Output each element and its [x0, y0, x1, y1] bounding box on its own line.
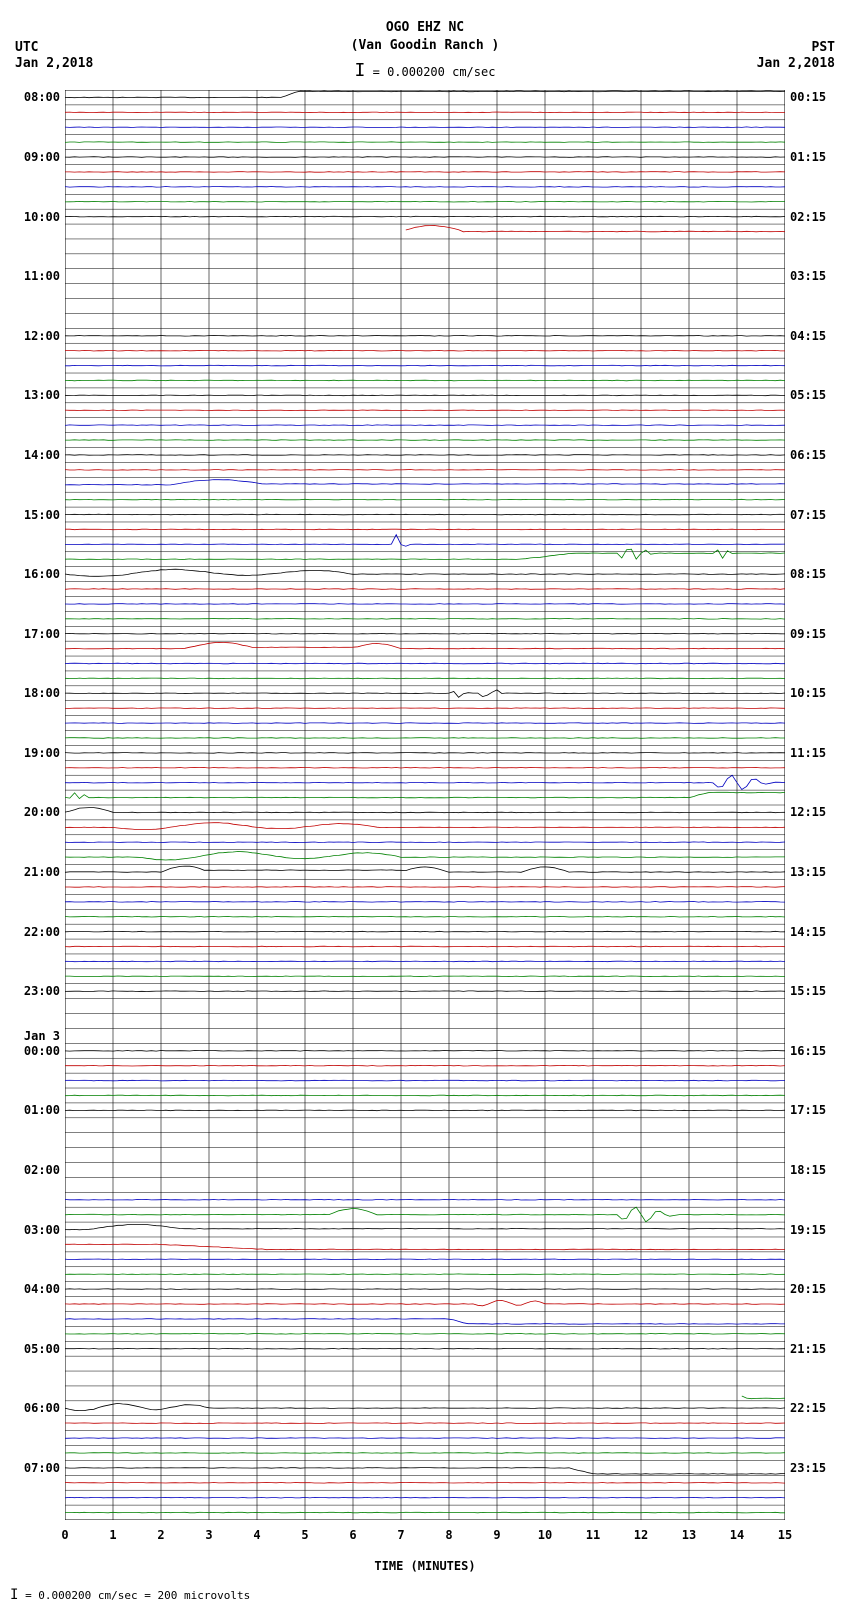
time-label: 12:15 [790, 805, 826, 819]
time-label: 12:00 [24, 329, 60, 343]
time-label: 15:15 [790, 984, 826, 998]
time-label: 02:15 [790, 210, 826, 224]
time-label: 09:15 [790, 627, 826, 641]
x-tick: 2 [157, 1528, 164, 1542]
footer-scale: I = 0.000200 cm/sec = 200 microvolts [10, 1587, 250, 1603]
time-label: 20:00 [24, 805, 60, 819]
time-label: 07:15 [790, 508, 826, 522]
x-tick: 8 [445, 1528, 452, 1542]
time-label: 07:00 [24, 1461, 60, 1475]
time-label: 00:15 [790, 90, 826, 104]
time-label: 17:00 [24, 627, 60, 641]
x-tick: 9 [493, 1528, 500, 1542]
time-label: 03:00 [24, 1223, 60, 1237]
station-title: OGO EHZ NC [0, 20, 850, 35]
time-label: 00:00 [24, 1044, 60, 1058]
time-label: 04:15 [790, 329, 826, 343]
x-tick: 13 [682, 1528, 696, 1542]
time-label: 01:00 [24, 1103, 60, 1117]
date-left-label: Jan 2,2018 [15, 56, 93, 71]
time-label: 09:00 [24, 150, 60, 164]
time-label: 01:15 [790, 150, 826, 164]
time-label: 10:15 [790, 686, 826, 700]
time-label: 21:15 [790, 1342, 826, 1356]
time-label: 05:00 [24, 1342, 60, 1356]
date-right-label: Jan 2,2018 [757, 56, 835, 71]
time-label: 23:00 [24, 984, 60, 998]
time-label: 03:15 [790, 269, 826, 283]
scale-note: I = 0.000200 cm/sec [0, 60, 850, 81]
x-tick: 0 [61, 1528, 68, 1542]
seismogram-chart [65, 90, 785, 1520]
x-tick: 11 [586, 1528, 600, 1542]
time-label: 11:00 [24, 269, 60, 283]
time-label: 13:15 [790, 865, 826, 879]
tz-left-label: UTC [15, 40, 38, 55]
x-tick: 1 [109, 1528, 116, 1542]
time-label: 20:15 [790, 1282, 826, 1296]
time-label: 08:00 [24, 90, 60, 104]
x-tick: 4 [253, 1528, 260, 1542]
x-tick: 6 [349, 1528, 356, 1542]
x-tick: 15 [778, 1528, 792, 1542]
x-axis: 0123456789101112131415 [65, 1528, 785, 1558]
x-axis-label: TIME (MINUTES) [0, 1559, 850, 1573]
x-tick: 3 [205, 1528, 212, 1542]
time-label: 18:00 [24, 686, 60, 700]
time-label: 22:15 [790, 1401, 826, 1415]
seismogram-page: OGO EHZ NC (Van Goodin Ranch ) I = 0.000… [0, 0, 850, 1613]
time-label: 05:15 [790, 388, 826, 402]
x-tick: 14 [730, 1528, 744, 1542]
time-label: 06:00 [24, 1401, 60, 1415]
time-label: 10:00 [24, 210, 60, 224]
time-label: Jan 3 [24, 1029, 60, 1043]
right-time-axis: 00:15 01:15 02:15 03:15 04:15 05:15 06:15 07:15… [790, 90, 840, 1520]
time-label: 16:15 [790, 1044, 826, 1058]
x-tick: 10 [538, 1528, 552, 1542]
time-label: 02:00 [24, 1163, 60, 1177]
time-label: 11:15 [790, 746, 826, 760]
station-location: (Van Goodin Ranch ) [0, 38, 850, 53]
time-label: 19:00 [24, 746, 60, 760]
time-label: 19:15 [790, 1223, 826, 1237]
x-tick: 7 [397, 1528, 404, 1542]
x-tick: 12 [634, 1528, 648, 1542]
time-label: 06:15 [790, 448, 826, 462]
time-label: 17:15 [790, 1103, 826, 1117]
time-label: 23:15 [790, 1461, 826, 1475]
time-label: 14:15 [790, 925, 826, 939]
left-time-axis: 08:00 09:00 10:00 11:00 12:00 13:00 14:00 15:00… [10, 90, 60, 1520]
x-tick: 5 [301, 1528, 308, 1542]
time-label: 15:00 [24, 508, 60, 522]
time-label: 18:15 [790, 1163, 826, 1177]
time-label: 13:00 [24, 388, 60, 402]
time-label: 21:00 [24, 865, 60, 879]
time-label: 04:00 [24, 1282, 60, 1296]
time-label: 08:15 [790, 567, 826, 581]
time-label: 14:00 [24, 448, 60, 462]
time-label: 22:00 [24, 925, 60, 939]
time-label: 16:00 [24, 567, 60, 581]
tz-right-label: PST [812, 40, 835, 55]
